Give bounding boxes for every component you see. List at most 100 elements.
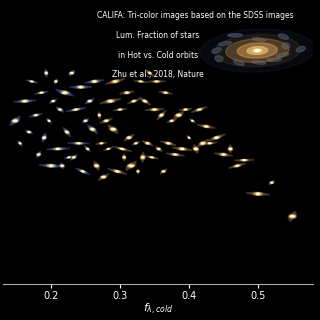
Ellipse shape xyxy=(83,118,88,123)
Ellipse shape xyxy=(82,171,84,172)
Ellipse shape xyxy=(55,81,57,82)
Ellipse shape xyxy=(164,92,166,93)
Ellipse shape xyxy=(85,99,94,104)
Ellipse shape xyxy=(56,107,64,112)
Ellipse shape xyxy=(76,168,90,175)
Ellipse shape xyxy=(129,165,133,166)
Ellipse shape xyxy=(77,86,84,88)
Ellipse shape xyxy=(212,48,221,53)
Ellipse shape xyxy=(69,71,75,75)
Ellipse shape xyxy=(42,133,46,142)
Ellipse shape xyxy=(202,142,217,144)
Ellipse shape xyxy=(56,148,60,149)
Ellipse shape xyxy=(55,81,57,82)
Ellipse shape xyxy=(18,142,22,145)
Ellipse shape xyxy=(234,165,240,167)
Ellipse shape xyxy=(94,162,99,170)
Ellipse shape xyxy=(269,180,274,185)
Ellipse shape xyxy=(110,128,116,131)
Ellipse shape xyxy=(72,109,79,110)
Ellipse shape xyxy=(48,120,50,122)
Ellipse shape xyxy=(174,113,183,118)
Ellipse shape xyxy=(187,135,191,140)
Ellipse shape xyxy=(102,176,105,178)
Ellipse shape xyxy=(101,176,106,178)
Ellipse shape xyxy=(94,164,99,167)
Ellipse shape xyxy=(205,126,208,127)
Ellipse shape xyxy=(145,109,164,110)
Ellipse shape xyxy=(74,86,88,88)
Ellipse shape xyxy=(289,212,296,221)
Ellipse shape xyxy=(109,126,117,132)
Ellipse shape xyxy=(238,159,250,161)
Ellipse shape xyxy=(42,135,46,140)
Ellipse shape xyxy=(128,137,130,138)
Ellipse shape xyxy=(112,80,119,83)
Ellipse shape xyxy=(188,136,190,139)
Ellipse shape xyxy=(43,137,45,138)
Ellipse shape xyxy=(119,109,121,110)
Ellipse shape xyxy=(147,71,152,75)
Ellipse shape xyxy=(84,120,87,122)
Ellipse shape xyxy=(89,126,96,132)
Ellipse shape xyxy=(148,81,165,82)
Ellipse shape xyxy=(94,163,100,168)
Ellipse shape xyxy=(108,148,109,149)
Ellipse shape xyxy=(141,152,144,162)
Ellipse shape xyxy=(209,143,211,144)
Ellipse shape xyxy=(108,169,127,174)
Ellipse shape xyxy=(145,142,150,144)
Ellipse shape xyxy=(133,142,139,145)
Ellipse shape xyxy=(69,70,75,76)
Ellipse shape xyxy=(31,81,33,82)
Ellipse shape xyxy=(116,109,124,110)
Ellipse shape xyxy=(36,153,41,156)
Ellipse shape xyxy=(90,128,95,131)
Ellipse shape xyxy=(47,119,51,123)
Ellipse shape xyxy=(18,100,32,102)
Ellipse shape xyxy=(282,43,290,49)
Ellipse shape xyxy=(151,81,162,82)
Ellipse shape xyxy=(201,143,204,144)
Ellipse shape xyxy=(171,120,173,121)
Ellipse shape xyxy=(144,100,146,102)
Ellipse shape xyxy=(100,143,103,144)
Ellipse shape xyxy=(99,115,100,116)
Ellipse shape xyxy=(57,108,63,111)
Ellipse shape xyxy=(296,46,305,52)
Ellipse shape xyxy=(253,49,262,52)
Ellipse shape xyxy=(60,165,64,167)
Ellipse shape xyxy=(140,81,142,82)
Ellipse shape xyxy=(84,120,86,121)
Ellipse shape xyxy=(47,164,55,167)
Ellipse shape xyxy=(118,109,122,110)
Ellipse shape xyxy=(145,156,158,159)
Ellipse shape xyxy=(14,100,36,102)
Ellipse shape xyxy=(51,148,65,150)
Ellipse shape xyxy=(270,182,273,183)
Ellipse shape xyxy=(78,169,87,173)
Ellipse shape xyxy=(77,143,80,144)
Ellipse shape xyxy=(99,112,100,119)
Ellipse shape xyxy=(243,160,245,161)
Ellipse shape xyxy=(144,142,151,145)
Ellipse shape xyxy=(116,147,128,151)
Ellipse shape xyxy=(157,148,160,150)
Ellipse shape xyxy=(60,164,64,167)
Ellipse shape xyxy=(132,100,136,102)
Ellipse shape xyxy=(183,109,188,110)
Ellipse shape xyxy=(68,157,70,158)
Ellipse shape xyxy=(267,58,281,61)
Ellipse shape xyxy=(45,69,47,77)
Ellipse shape xyxy=(107,148,110,149)
Ellipse shape xyxy=(135,143,137,144)
Ellipse shape xyxy=(87,148,88,149)
Ellipse shape xyxy=(188,137,190,139)
Ellipse shape xyxy=(61,91,68,94)
Ellipse shape xyxy=(85,80,104,83)
Ellipse shape xyxy=(123,156,125,158)
Ellipse shape xyxy=(228,147,233,151)
Ellipse shape xyxy=(137,169,139,174)
Ellipse shape xyxy=(123,154,125,161)
Ellipse shape xyxy=(228,34,242,37)
